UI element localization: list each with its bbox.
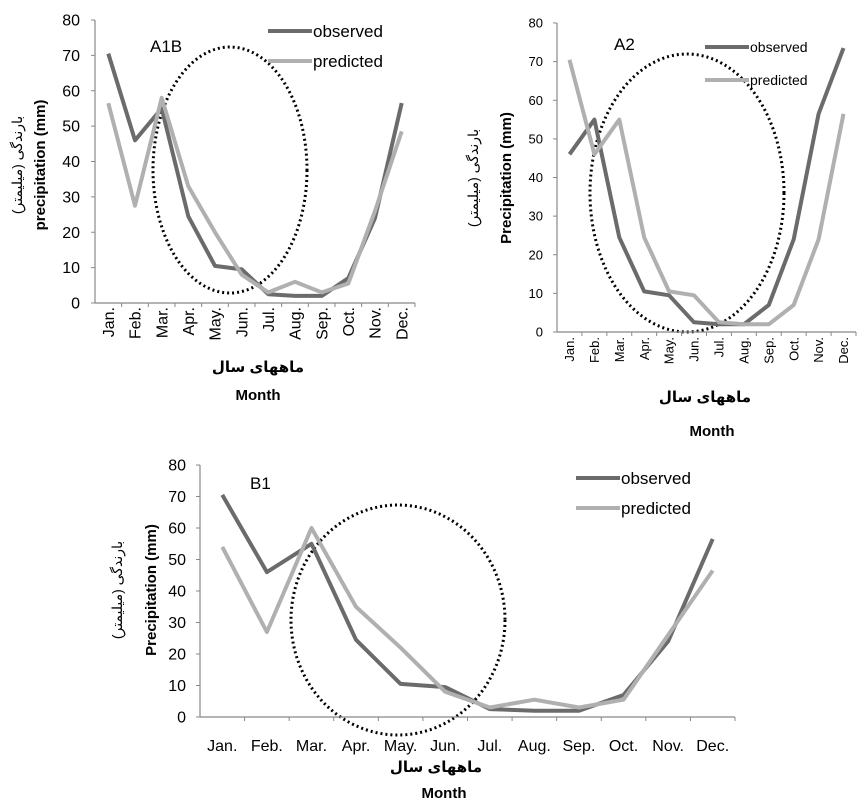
a1b-y-tick-label: 10 — [62, 260, 80, 277]
b1-y-tick-label: 10 — [168, 678, 186, 695]
b1-x-tick-label: Oct. — [609, 738, 638, 755]
b1-y-tick-label: 60 — [168, 521, 186, 538]
a2-ylabel-fa: بارندگی (میلیمتر) — [465, 129, 482, 227]
b1-y-tick-label: 50 — [168, 552, 186, 569]
b1-x-tick-label: Jun. — [430, 738, 460, 755]
a1b-xlabel-fa: ماههای سال — [212, 359, 304, 376]
a1b-y-tick-label: 40 — [62, 154, 80, 171]
a1b-y-tick-label: 70 — [62, 48, 80, 65]
b1-y-tick-label: 0 — [177, 710, 186, 727]
b1-y-tick-label: 20 — [168, 647, 186, 664]
b1-y-tick-label: 70 — [168, 489, 186, 506]
a2-x-tick-label: Jun. — [687, 337, 702, 362]
a2-x-tick-label: Dec. — [836, 337, 851, 364]
a2-series-predicted — [567, 59, 846, 327]
a1b-x-tick-label: Nov. — [368, 307, 385, 339]
a2-legend-label-predicted: predicted — [750, 72, 808, 88]
a2-x-tick-label: Aug. — [736, 337, 751, 364]
a1b-x-tick-label: Sep. — [314, 307, 331, 340]
a1b-y-tick-label: 20 — [62, 225, 80, 242]
b1-x-tick-label: Nov. — [652, 738, 684, 755]
a2-x-tick-label: Apr. — [637, 337, 652, 360]
a1b-x-tick-label: Jul. — [261, 307, 278, 332]
a2-xlabel-fa: ماههای سال — [659, 389, 751, 406]
chart-a1b: A1B بارندگی (میلیمتر) precipitation (mm)… — [9, 13, 416, 404]
b1-xlabel-en: Month — [422, 785, 467, 802]
a1b-y-tick-label: 0 — [71, 296, 80, 313]
a2-y-tick-label: 0 — [536, 325, 543, 340]
a2-y-tick-label: 80 — [529, 16, 543, 31]
a2-y-tick-label: 60 — [529, 93, 543, 108]
a1b-ylabel-en: precipitation (mm) — [32, 100, 49, 231]
b1-y-tick-label: 40 — [168, 584, 186, 601]
b1-x-tick-label: May. — [384, 738, 417, 755]
b1-x-tick-label: Dec. — [696, 738, 729, 755]
b1-x-tick-label: Feb. — [251, 738, 283, 755]
a2-y-tick-label: 10 — [529, 286, 543, 301]
a2-ylabel-en: Precipitation (mm) — [498, 112, 515, 244]
a2-xlabel-en: Month — [690, 423, 735, 440]
a1b-x-tick-label: Oct. — [341, 307, 358, 336]
a1b-panel-label: A1B — [150, 37, 182, 56]
a2-y-tick-label: 50 — [529, 131, 543, 146]
b1-legend-label-predicted: predicted — [621, 499, 691, 518]
b1-y-tick-label: 80 — [168, 458, 186, 475]
a2-x-tick-label: Feb. — [587, 337, 602, 363]
a2-x-tick-label: Mar. — [612, 337, 627, 362]
a2-series-observed — [567, 47, 846, 327]
a2-y-tick-label: 70 — [529, 54, 543, 69]
b1-series-predicted — [220, 526, 715, 710]
a1b-y-tick-label: 50 — [62, 119, 80, 136]
a2-x-tick-label: Sep. — [761, 337, 776, 364]
a2-highlight-circle — [588, 52, 786, 334]
a2-y-tick-label: 30 — [529, 209, 543, 224]
b1-x-tick-label: Aug. — [518, 738, 551, 755]
b1-x-tick-label: Apr. — [342, 738, 370, 755]
b1-y-tick-label: 30 — [168, 615, 186, 632]
b1-ylabel-fa: بارندگی (میلیمتر) — [109, 541, 126, 639]
a1b-x-tick-label: May. — [208, 307, 225, 340]
a1b-x-tick-label: Jun. — [234, 307, 251, 337]
b1-highlight-circle — [289, 503, 507, 737]
a1b-y-tick-label: 80 — [62, 13, 80, 30]
a1b-xlabel-en: Month — [236, 387, 281, 404]
chart-a2: A2 بارندگی (میلیمتر) Precipitation (mm) … — [465, 16, 857, 440]
a1b-highlight-circle — [151, 45, 309, 295]
chart-b1: B1 بارندگی (میلیمتر) Precipitation (mm) … — [109, 458, 736, 802]
a2-y-tick-label: 20 — [529, 247, 543, 262]
a2-x-tick-label: May. — [662, 337, 677, 364]
a1b-x-tick-label: Mar. — [154, 307, 171, 338]
a1b-x-tick-label: Jan. — [101, 307, 118, 337]
a1b-x-tick-label: Feb. — [128, 307, 145, 339]
a2-panel-label: A2 — [614, 35, 635, 54]
a2-x-tick-label: Jul. — [712, 337, 727, 357]
a2-x-tick-label: Jan. — [562, 337, 577, 362]
b1-ylabel-en: Precipitation (mm) — [143, 524, 160, 656]
a1b-ylabel-fa: بارندگی (میلیمتر) — [9, 116, 26, 214]
a1b-x-tick-label: Aug. — [288, 307, 305, 340]
b1-legend-label-observed: observed — [621, 469, 691, 488]
a1b-series-predicted — [106, 95, 404, 295]
a1b-y-tick-label: 30 — [62, 189, 80, 206]
b1-x-tick-label: Mar. — [296, 738, 327, 755]
a1b-y-tick-label: 60 — [62, 83, 80, 100]
b1-x-tick-label: Jan. — [207, 738, 237, 755]
a2-y-tick-label: 40 — [529, 170, 543, 185]
b1-x-tick-label: Sep. — [562, 738, 595, 755]
a1b-legend-label-observed: observed — [313, 22, 383, 41]
b1-x-tick-label: Jul. — [477, 738, 502, 755]
a2-x-tick-label: Oct. — [786, 337, 801, 361]
a1b-legend-label-predicted: predicted — [313, 52, 383, 71]
b1-panel-label: B1 — [250, 474, 271, 493]
a1b-x-tick-label: Dec. — [394, 307, 411, 340]
a2-legend-label-observed: observed — [750, 39, 808, 55]
a1b-x-tick-label: Apr. — [181, 307, 198, 335]
b1-xlabel-fa: ماههای سال — [390, 759, 482, 776]
a2-x-tick-label: Nov. — [811, 337, 826, 363]
